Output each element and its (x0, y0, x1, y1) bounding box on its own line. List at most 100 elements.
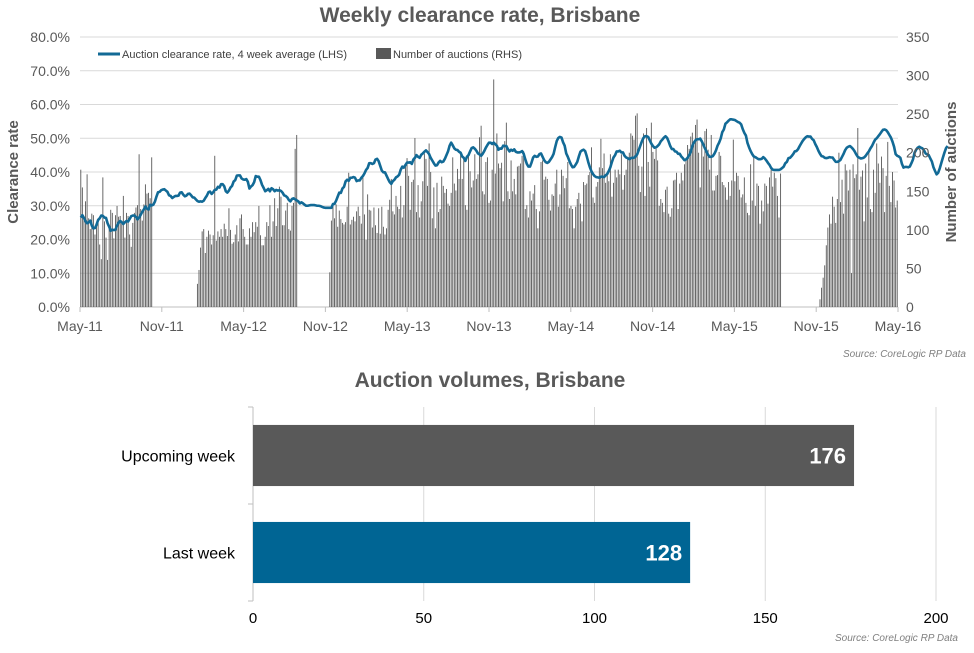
auction-count-bar (479, 137, 480, 307)
auction-count-bar (729, 195, 731, 307)
auction-count-bar (108, 229, 110, 307)
auction-count-bar (122, 195, 124, 307)
auction-count-bar (124, 237, 126, 307)
auction-count-bar (91, 213, 93, 307)
auction-count-bar (351, 219, 353, 307)
auction-count-bar (283, 225, 285, 307)
chart-2-bars: 176 128 (253, 424, 855, 584)
auction-count-bar (600, 138, 602, 307)
auction-count-bar (720, 155, 722, 307)
auction-count-bar (491, 169, 493, 307)
auction-count-bar (759, 223, 761, 307)
auction-count-bar (523, 151, 525, 307)
auction-count-bar (219, 236, 220, 307)
auction-count-bar (882, 168, 884, 307)
auction-count-bar (579, 203, 581, 307)
auction-count-bar (119, 215, 121, 307)
auction-count-bar (105, 237, 107, 307)
auction-count-bar (346, 206, 348, 307)
auction-count-bar (895, 207, 897, 307)
auction-count-bar (294, 148, 296, 307)
auction-count-bar (271, 236, 272, 307)
x-tick-label: May-11 (57, 318, 103, 334)
auction-count-bar (464, 205, 466, 307)
auction-count-bar (252, 222, 254, 307)
auction-count-bar (345, 222, 347, 307)
auction-count-bar (263, 245, 265, 307)
auction-count-bar (658, 205, 660, 307)
auction-count-bar (638, 165, 640, 307)
auction-count-bar (494, 173, 496, 307)
auction-count-bar (428, 143, 430, 307)
y-tick-label: 10.0% (30, 265, 70, 281)
y2-tick-label: 300 (906, 68, 930, 84)
auction-count-bar (570, 205, 572, 307)
auction-count-bar (822, 277, 824, 307)
x-tick-label: Nov-15 (794, 318, 839, 334)
auction-count-bar (405, 166, 406, 307)
auction-count-bar (583, 182, 585, 307)
auction-count-bar (550, 210, 551, 307)
auction-count-bar (488, 202, 490, 307)
auction-count-bar (543, 179, 545, 307)
chart-1-bars (80, 79, 898, 308)
y-tick-label: 70.0% (30, 63, 70, 79)
auction-count-bar (381, 206, 383, 307)
legend-bar-swatch (376, 48, 391, 59)
auction-count-bar (680, 172, 682, 307)
auction-count-bar (401, 217, 403, 307)
auction-count-bar (546, 178, 548, 307)
auction-count-bar (516, 166, 518, 307)
auction-count-bar (706, 128, 707, 307)
auction-count-bar (709, 169, 711, 307)
auction-count-bar (228, 208, 230, 307)
auction-count-bar (696, 119, 698, 307)
y-tick-label: 40.0% (30, 164, 70, 180)
chart-2-title: Auction volumes, Brisbane (355, 369, 626, 392)
auction-count-bar (502, 201, 504, 307)
auction-count-bar (598, 167, 600, 307)
auction-count-bar (873, 169, 875, 307)
auction-count-bar (431, 218, 433, 307)
auction-count-bar (293, 202, 295, 307)
auction-count-bar (141, 220, 143, 307)
auction-count-bar (225, 229, 227, 307)
auction-count-bar (220, 229, 222, 307)
auction-count-bar (275, 226, 277, 307)
auction-count-bar (337, 226, 339, 307)
auction-count-bar (256, 226, 258, 307)
auction-count-bar (340, 219, 342, 307)
auction-count-bar (824, 265, 826, 307)
auction-count-bar (140, 209, 142, 307)
auction-count-bar (726, 199, 728, 307)
auction-count-bar (393, 214, 395, 307)
auction-count-bar (586, 183, 588, 307)
auction-count-bar (469, 171, 471, 307)
auction-count-bar (671, 208, 673, 307)
auction-count-bar (728, 182, 730, 307)
auction-count-bar (260, 235, 261, 307)
auction-count-bar (127, 215, 129, 307)
clearance-rate-line (79, 118, 949, 233)
auction-count-bar (540, 161, 542, 307)
auction-count-bar (868, 152, 870, 307)
auction-count-bar (368, 209, 370, 307)
auction-count-bar (376, 232, 378, 307)
auction-count-bar (630, 133, 632, 307)
auction-count-bar (138, 154, 140, 307)
auction-count-bar (261, 245, 263, 307)
auction-count-bar (665, 189, 666, 307)
auction-count-bar (677, 209, 679, 307)
auction-count-bar (669, 216, 671, 307)
auction-count-bar (660, 199, 662, 307)
auction-count-bar (483, 194, 485, 307)
auction-count-bar (639, 192, 641, 307)
auction-count-bar (126, 212, 127, 307)
auction-count-bar (411, 182, 413, 307)
y-tick-label: 0.0% (38, 299, 70, 315)
auction-count-bar (545, 176, 547, 307)
auction-count-bar (649, 186, 651, 307)
auction-count-bar (338, 210, 340, 307)
auction-volume-bar (253, 424, 855, 487)
auction-count-bar (211, 244, 213, 307)
